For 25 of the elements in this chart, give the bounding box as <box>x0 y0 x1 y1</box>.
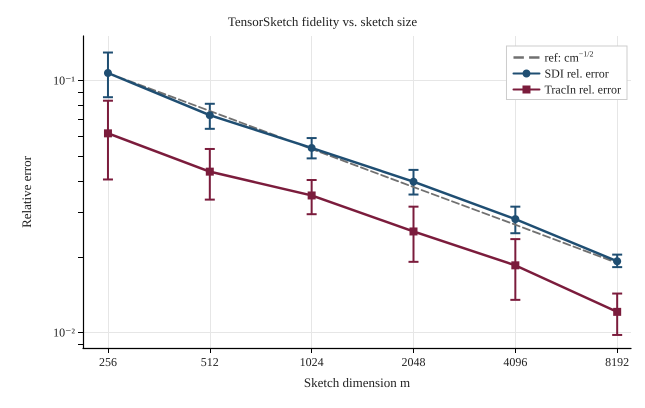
y-tick-label: 10⁻¹ <box>53 73 76 88</box>
point <box>104 69 112 78</box>
legend-label: SDI rel. error <box>544 66 609 80</box>
point <box>104 129 112 138</box>
point <box>511 215 520 224</box>
legend-label: TracIn rel. error <box>544 82 622 96</box>
point <box>409 227 418 236</box>
point <box>308 144 316 152</box>
x-axis-title: Sketch dimension m <box>304 375 410 390</box>
point <box>613 308 622 316</box>
point <box>511 261 520 270</box>
x-tick-label: 512 <box>200 355 219 369</box>
x-tick-label: 8192 <box>605 355 630 369</box>
point <box>613 257 622 266</box>
x-tick-label: 256 <box>98 355 117 369</box>
point <box>308 191 316 200</box>
x-tick-label: 1024 <box>300 355 324 369</box>
x-tick-label: 2048 <box>401 355 426 369</box>
point <box>206 111 214 120</box>
chart-title: TensorSketch fidelity vs. sketch size <box>228 14 418 29</box>
point <box>410 178 418 186</box>
y-tick-label: 10⁻² <box>53 326 76 340</box>
x-tick-label: 4096 <box>503 355 528 369</box>
point <box>206 168 214 176</box>
y-axis-title: Relative error <box>19 155 34 228</box>
